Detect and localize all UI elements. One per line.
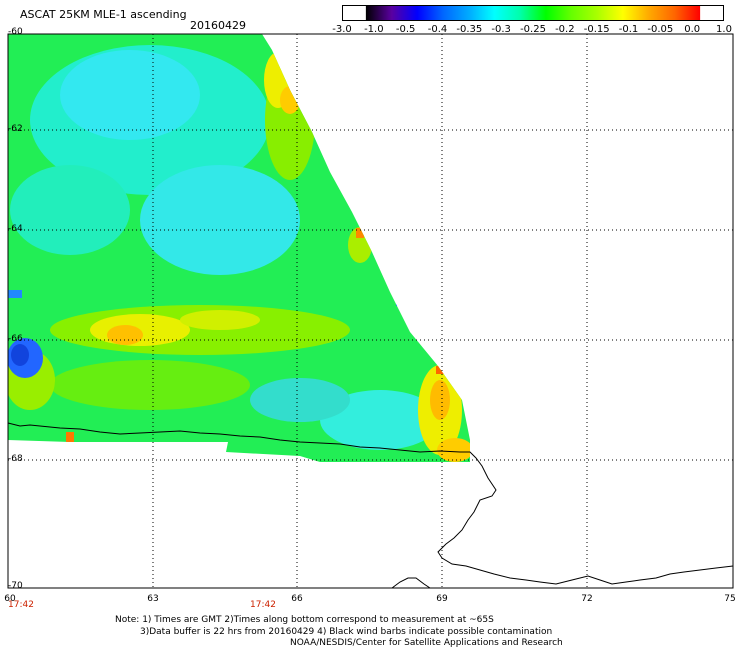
lat-label: -62 [8,124,23,134]
colorbar-tick-label: -0.25 [520,24,546,35]
coastline [7,422,734,589]
map-frame [7,33,734,589]
lat-label: -70 [8,581,23,591]
time-label: 17:42 [8,600,34,610]
colorbar-tick-label: -1.0 [364,24,384,35]
colorbar-tick-label: -0.35 [456,24,483,35]
note-line: 3)Data buffer is 22 hrs from 20160429 4)… [140,627,553,637]
colorbar-tick-label: -0.2 [555,24,575,35]
colorbar-tick-label: -0.05 [647,24,674,35]
note-line: NOAA/NESDIS/Center for Satellite Applica… [290,638,563,648]
colorbar-tick-label: -0.3 [491,24,511,35]
product-title: ASCAT 25KM MLE-1 ascending [20,8,187,21]
lat-label: -68 [8,454,23,464]
time-label: 17:42 [250,600,276,610]
lat-label: -66 [8,334,23,344]
note-line: Note: 1) Times are GMT 2)Times along bot… [115,615,494,625]
lon-label: 72 [581,594,593,604]
colorbar-tick-label: -0.1 [618,24,639,35]
lat-label: -60 [8,27,23,37]
lon-label: 69 [436,594,448,604]
colorbar [342,5,724,21]
colorbar-tick-label: -0.5 [395,24,416,35]
lon-label: 75 [724,594,736,604]
date-label: 20160429 [190,19,246,32]
lat-label: -64 [8,224,23,234]
wind-swath [8,34,470,462]
colorbar-labels: -3.0 -1.0 -0.5 -0.4 -0.35 -0.3 -0.25 -0.2 -0.15-… [0,24,740,38]
colorbar-tick-label: 1.0 [716,24,732,35]
lon-label: 66 [291,594,303,604]
colorbar-tick-label: -3.0 [332,24,352,35]
colorbar-tick-label: -0.4 [427,24,448,35]
colorbar-tick-label: 0.0 [684,24,701,35]
graticule [8,34,733,588]
lon-label: 63 [147,594,159,604]
colorbar-tick-label: -0.15 [583,24,610,35]
lon-label: 60 [4,594,16,604]
